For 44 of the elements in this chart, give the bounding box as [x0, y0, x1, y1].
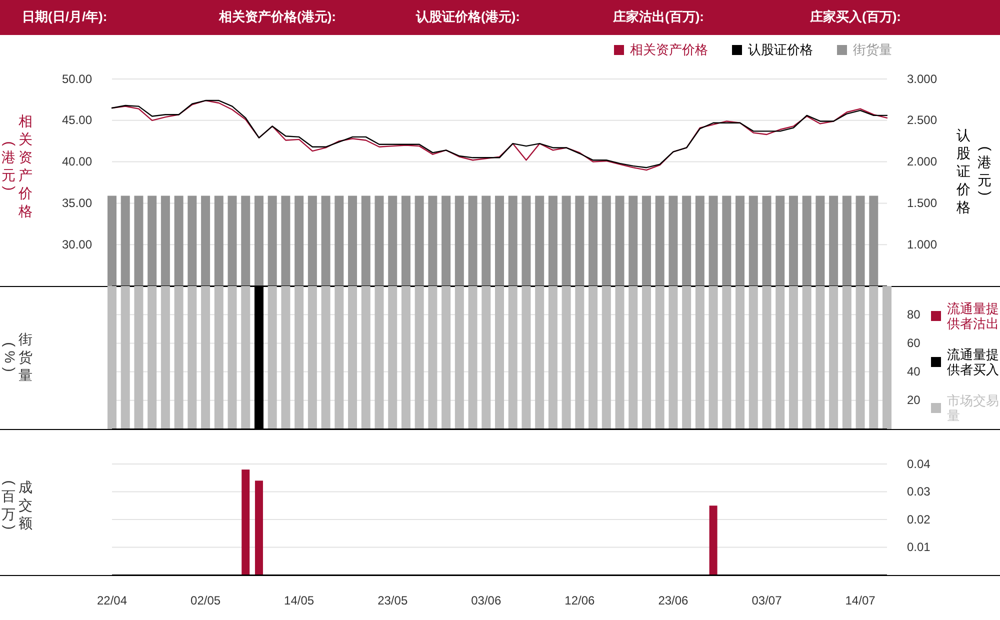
legend-label: 相关资产价格: [630, 42, 708, 57]
y2-tick-label: 2.000: [907, 154, 938, 169]
x-tick-label: 12/06: [564, 594, 596, 608]
y-tick-label: 80: [907, 307, 921, 322]
legend-label: 市场交易量: [947, 393, 1000, 423]
y2-tick-label: 2.500: [907, 113, 938, 128]
y-tick-label: 60: [907, 336, 921, 350]
x-tick-label: 23/06: [658, 594, 689, 608]
y-tick-label: 45.00: [62, 113, 92, 128]
y2-tick-label: 1.000: [907, 237, 938, 252]
x-tick-label: 02/05: [190, 594, 221, 608]
legend-label: 流通量提供者买入: [947, 347, 1000, 377]
legend-label: 街货量: [853, 42, 892, 57]
x-tick-label: 03/06: [471, 594, 502, 608]
text: 相关资产价格(港元):: [219, 9, 336, 25]
y-tick-label: 30.00: [62, 237, 92, 252]
x-tick-label: 14/07: [845, 594, 876, 608]
y-tick-label: 0.04: [907, 456, 931, 471]
y-tick-label: 40.00: [62, 154, 92, 169]
y2-axis-title: 认股证价格(港元): [956, 127, 994, 215]
y-tick-label: 20: [907, 393, 921, 408]
y-tick-label: 0.01: [907, 540, 931, 554]
text: 日期(日/月/年):: [22, 9, 108, 25]
y-tick-label: 40: [907, 364, 921, 379]
y-axis-title: 成交额(百万): [2, 479, 32, 531]
y-axis-title: 相关资产价格(港元): [2, 113, 32, 219]
text: 庄家买入(百万):: [810, 9, 901, 25]
legend-label: 认股证价格: [748, 42, 813, 57]
x-tick-label: 22/04: [96, 594, 128, 608]
bar: [254, 480, 263, 575]
y-tick-label: 0.03: [907, 484, 931, 499]
x-tick-label: 23/05: [378, 594, 408, 608]
legend-label: 流通量提供者沽出: [947, 301, 1000, 331]
text: 庄家沽出(百万):: [613, 9, 704, 25]
y-tick-label: 0.02: [907, 512, 931, 526]
bar: [242, 470, 250, 575]
y2-tick-label: 3.000: [907, 72, 938, 86]
y-tick-label: 35.00: [62, 196, 92, 210]
y-tick-label: 50.00: [62, 72, 92, 86]
y2-tick-label: 1.500: [907, 196, 938, 210]
x-tick-label: 03/07: [752, 594, 782, 608]
bar: [709, 506, 718, 575]
x-tick-label: 14/05: [284, 594, 314, 608]
text: 认股证价格(港元):: [416, 9, 520, 25]
